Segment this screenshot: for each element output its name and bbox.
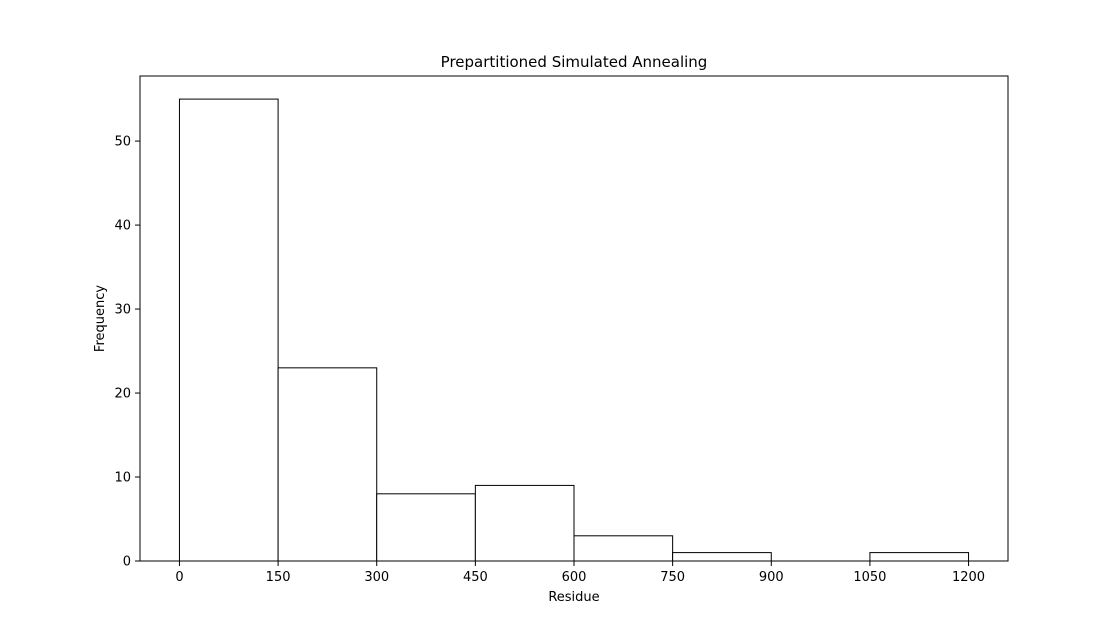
histogram-bar-150-300: [277, 367, 378, 562]
histogram-bar-1050-1200: [869, 552, 970, 562]
x-tick-label: 1050: [853, 570, 886, 585]
y-tick-label: 40: [114, 219, 131, 234]
y-tick-label: 30: [114, 303, 131, 318]
histogram-bar-450-600: [474, 484, 575, 562]
x-tick-label: 600: [562, 570, 587, 585]
histogram-bar-0-150: [178, 98, 279, 562]
bars-layer: [178, 98, 970, 562]
x-tick-label: 300: [364, 570, 389, 585]
x-tick-label: 1200: [952, 570, 985, 585]
chart-title: Prepartitioned Simulated Annealing: [441, 53, 708, 71]
histogram-bar-600-750: [573, 535, 674, 562]
x-tick-label: 0: [175, 570, 183, 585]
x-tick-label: 450: [463, 570, 488, 585]
y-tick-label: 10: [114, 471, 131, 486]
x-axis-label: Residue: [548, 590, 599, 605]
x-tick-label: 750: [660, 570, 685, 585]
x-tick-label: 150: [266, 570, 291, 585]
x-axis-ticks: 0 150 300 450 600 750 900 1050 1200: [175, 561, 985, 585]
histogram-bar-300-450: [376, 493, 476, 562]
y-axis-ticks: 0 10 20 30 40 50: [114, 135, 140, 570]
y-axis-label: Frequency: [93, 285, 108, 352]
y-tick-label: 0: [123, 555, 131, 570]
y-tick-label: 50: [114, 135, 131, 150]
y-tick-label: 20: [114, 387, 131, 402]
x-tick-label: 900: [759, 570, 784, 585]
histogram-bar-750-900: [672, 552, 772, 562]
